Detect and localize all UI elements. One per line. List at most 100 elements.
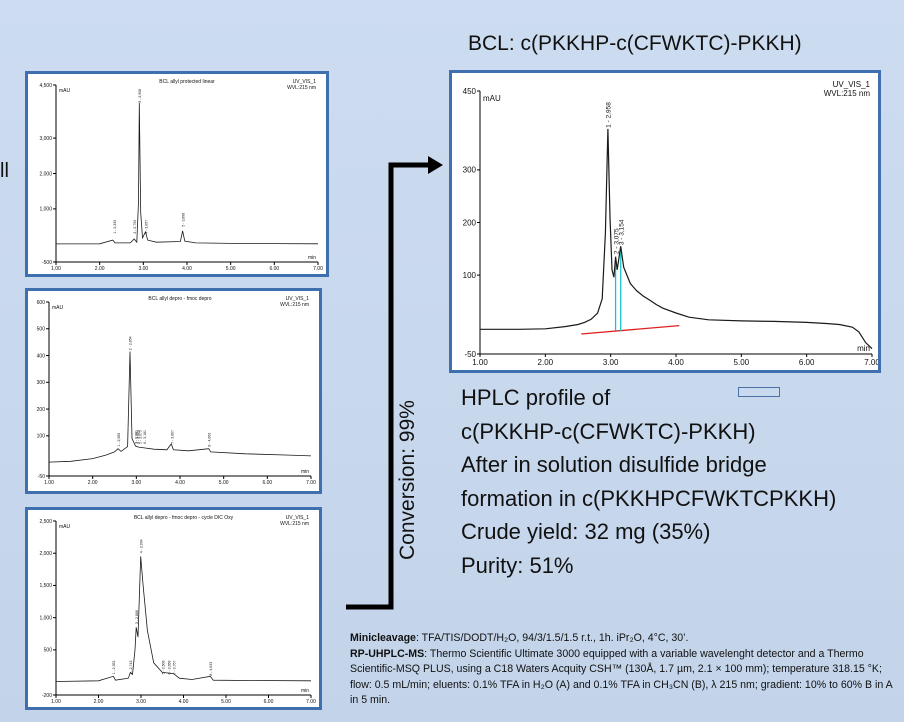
x-tick-label: 4.00 [182, 266, 192, 272]
x-axis-unit: min [301, 469, 309, 475]
x-tick-label: 1.00 [472, 358, 488, 367]
chromatogram-small-2-plot: BCL allyl depro - fmoc depro UV_VIS_1WVL:… [37, 296, 316, 486]
page-title: BCL: c(PKKHP-c(CFWKTC)-PKKH) [468, 32, 802, 55]
y-tick-label: -50 [38, 474, 45, 480]
y-tick-label: -500 [42, 260, 52, 266]
peak-label: 7 - 3,767 [172, 661, 176, 675]
summary-line: After in solution disulfide bridge [461, 452, 767, 477]
summary-line: Purity: 51% [461, 552, 574, 578]
x-tick-label: 7.00 [864, 358, 878, 367]
conversion-label: Conversion: 99% [396, 400, 419, 560]
y-tick-label: 300 [463, 166, 477, 175]
chart-title: BCL allyl depro - fmoc depro - cycle DIC… [134, 515, 234, 521]
chromatogram-trace [55, 556, 312, 682]
x-tick-label: 5.00 [226, 266, 236, 272]
peak-label: 3 - 2,908 [138, 89, 142, 103]
peak-label: 1 - 2,333 [113, 220, 117, 234]
y-axis-unit: mAU [483, 94, 501, 103]
peak-label: 4 - 3,024 [136, 430, 140, 444]
chart-header-right: UV_VIS_1 [833, 80, 871, 89]
chart-header-right: UV_VIS_1 [286, 296, 310, 302]
peak-label: 5 - 3,075 [138, 430, 142, 444]
peak-label: 3 - 3,154 [619, 219, 626, 245]
peak-label: 1 - 2,352 [112, 661, 116, 675]
process-arrow-line [346, 162, 430, 610]
decorative-rectangle [738, 387, 780, 397]
y-tick-label: 2,000 [39, 551, 52, 557]
x-tick-label: 4.00 [179, 699, 189, 705]
x-axis-unit: min [857, 344, 870, 353]
peak-label: 1 - 2,583 [117, 433, 121, 447]
peak-label: 2 - 2,792 [133, 220, 137, 234]
peak-label: 7 - 3,807 [170, 430, 174, 444]
peak-label: 2 - 2,854 [129, 336, 133, 350]
summary-line: HPLC profile of [461, 385, 611, 410]
x-tick-label: 1.00 [51, 699, 61, 705]
x-tick-label: 4.00 [175, 480, 185, 486]
process-arrow-head [428, 156, 443, 174]
y-tick-label: 500 [44, 648, 53, 654]
x-axis-unit: min [308, 255, 316, 261]
chart-header-right: WVL:215 nm [280, 521, 309, 527]
x-tick-label: 3.00 [136, 699, 146, 705]
peak-label: 5 - 3,898 [181, 213, 185, 227]
x-tick-label: 3.00 [131, 480, 141, 486]
y-tick-label: 1,500 [39, 583, 52, 589]
y-tick-label: 600 [37, 300, 46, 306]
rp-uhplc-text: RP-UHPLC-MS: Thermo Scientific Ultimate … [350, 647, 898, 709]
chromatogram-main: UV_VIS_1 WVL:215 nm mAU min -50 100 200 300 450 1… [449, 70, 881, 373]
x-tick-label: 2.00 [538, 358, 554, 367]
y-tick-label: 1,000 [39, 207, 52, 213]
chromatogram-small-3-plot: BCL allyl depro - fmoc depro - cycle DIC… [39, 515, 316, 705]
y-axis-unit: mAU [59, 524, 71, 530]
chromatogram-small-1: BCL allyl protected linear UV_VIS_1 WVL:21… [25, 71, 329, 277]
y-tick-label: 500 [37, 327, 46, 333]
x-tick-label: 1.00 [44, 480, 54, 486]
chart-title: BCL allyl depro - fmoc depro [148, 296, 211, 302]
chromatogram-small-3: BCL allyl depro - fmoc depro - cycle DIC… [25, 507, 322, 710]
y-tick-label: 4,500 [39, 83, 52, 89]
peak-label: 8 - 4,633 [209, 662, 213, 676]
y-axis-unit: mAU [59, 88, 71, 94]
cut-off-text: ll [0, 160, 9, 182]
chart-header-right: UV_VIS_1 [293, 79, 317, 85]
x-tick-label: 3.00 [138, 266, 148, 272]
x-tick-label: 6.00 [269, 266, 279, 272]
y-tick-label: -200 [42, 693, 52, 699]
peak-label: 5 - 3,508 [161, 661, 165, 675]
x-tick-label: 5.00 [221, 699, 231, 705]
x-tick-label: 4.00 [668, 358, 684, 367]
x-tick-label: 7.00 [306, 480, 316, 486]
x-tick-label: 2.00 [95, 266, 105, 272]
chromatogram-small-1-plot: BCL allyl protected linear UV_VIS_1WVL:21… [39, 79, 323, 272]
summary-line: Crude yield: 32 mg (35%) [461, 519, 711, 544]
x-tick-label: 7.00 [313, 266, 323, 272]
x-tick-label: 5.00 [219, 480, 229, 486]
rp-uhplc-label: RP-UHPLC-MS [350, 647, 425, 660]
rp-uhplc-body: : Thermo Scientific Ultimate 3000 equipp… [350, 647, 893, 707]
minicleavage-label: Minicleavage [350, 632, 416, 644]
summary-line: c(PKKHP-c(CFWKTC)-PKKH) [461, 418, 756, 444]
peak-label: 6 - 3,181 [143, 430, 147, 444]
chart-title: BCL allyl protected linear [159, 79, 215, 85]
y-tick-label: 1,000 [39, 615, 52, 621]
y-tick-label: 100 [37, 434, 46, 440]
peak-label: 1 - 2,958 [606, 102, 613, 128]
minicleavage-body: : TFA/TIS/DODT/H₂O, 94/3/1.5/1.5 r.t., 1… [415, 632, 689, 644]
x-tick-label: 1.00 [51, 266, 61, 272]
y-tick-label: 450 [463, 87, 477, 96]
peak-label: 4 - 2,994 [139, 539, 143, 553]
y-tick-label: 100 [463, 271, 477, 280]
x-tick-label: 5.00 [734, 358, 750, 367]
x-tick-label: 7.00 [306, 699, 316, 705]
y-tick-label: 3,000 [39, 136, 52, 142]
y-tick-label: -50 [464, 350, 476, 359]
y-tick-label: 300 [37, 380, 46, 386]
method-description: Minicleavage: TFA/TIS/DODT/H₂O, 94/3/1.5… [350, 631, 898, 709]
x-tick-label: 2.00 [94, 699, 104, 705]
chart-header-right: WVL:215 nm [280, 302, 309, 308]
x-tick-label: 2.00 [88, 480, 98, 486]
chromatogram-trace [480, 128, 873, 350]
